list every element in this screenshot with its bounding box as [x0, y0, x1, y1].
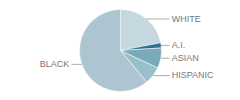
svg-text:BLACK: BLACK [40, 59, 70, 69]
svg-text:ASIAN: ASIAN [172, 53, 199, 63]
svg-text:HISPANIC: HISPANIC [172, 70, 214, 80]
svg-text:A.I.: A.I. [172, 40, 186, 50]
svg-text:WHITE: WHITE [172, 14, 201, 24]
